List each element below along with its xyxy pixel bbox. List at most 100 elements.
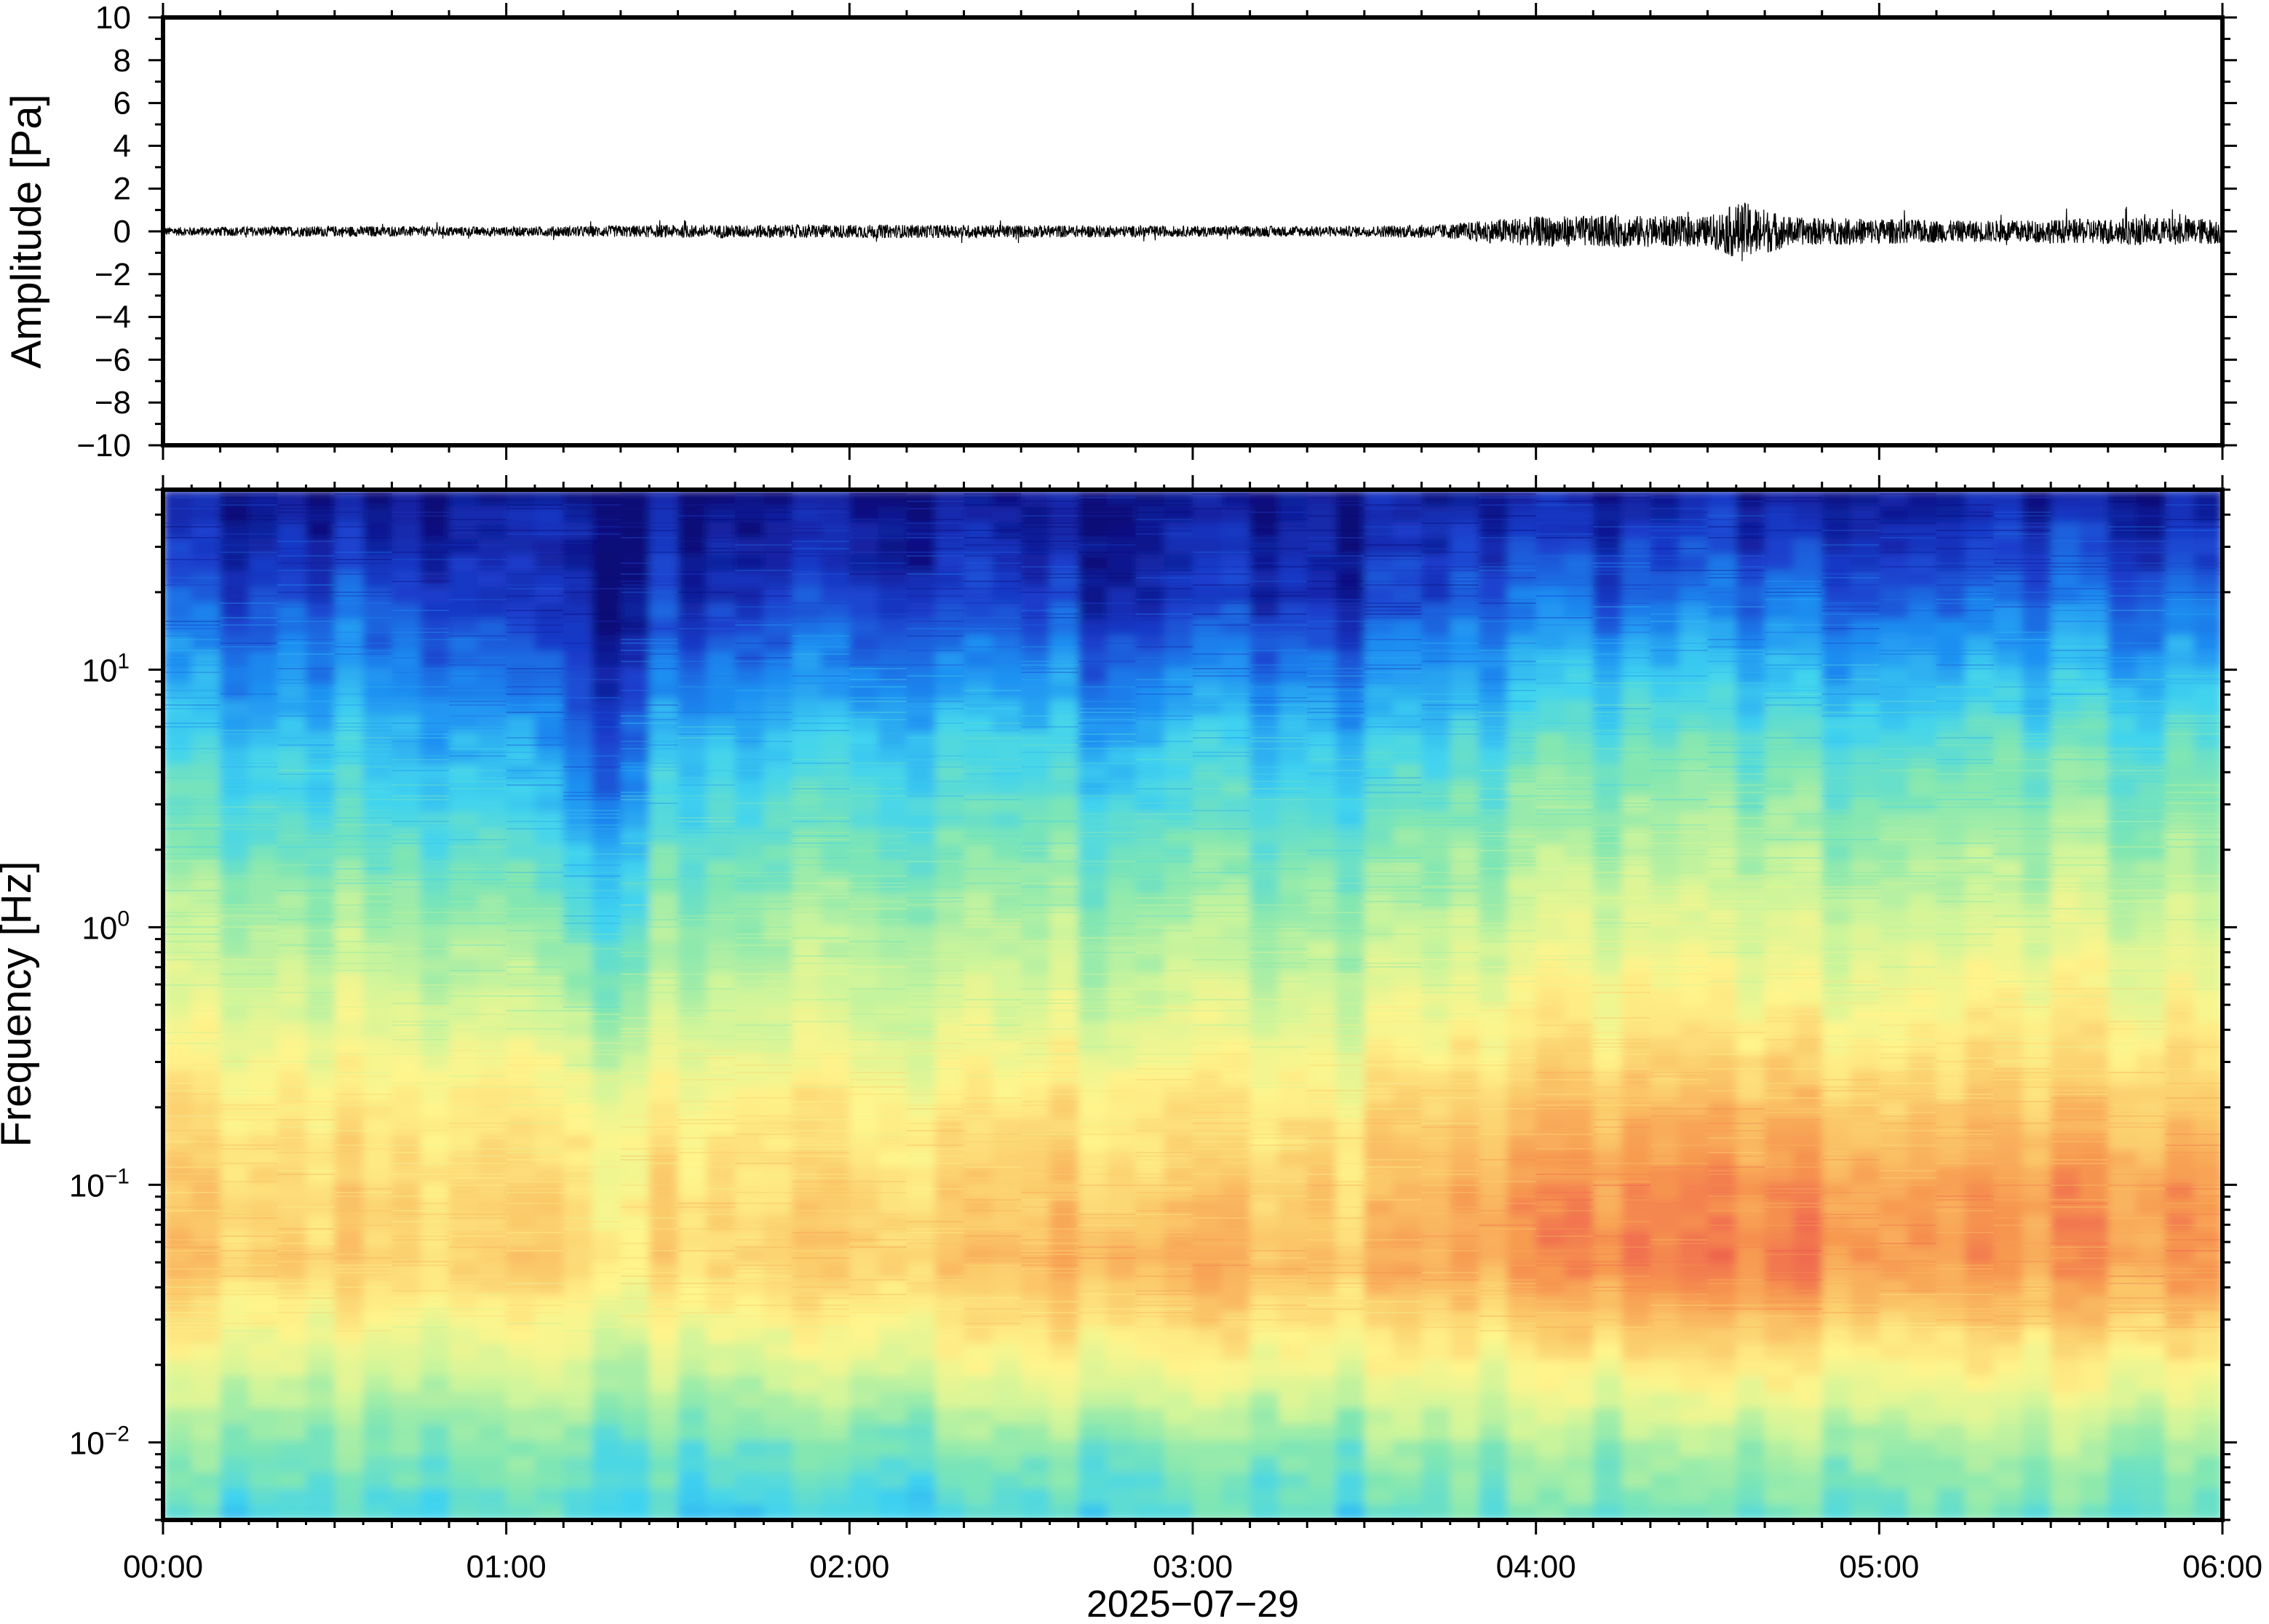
- spectrogram-cell: [878, 1326, 907, 1344]
- spectrogram-cell: [363, 1439, 393, 1457]
- spectrogram-cell: [1765, 779, 1795, 797]
- spectrogram-cell: [1936, 1246, 1966, 1263]
- spectrogram-cell: [449, 1326, 479, 1344]
- spectrogram-cell: [1879, 1342, 1909, 1360]
- spectrogram-cell: [1078, 747, 1108, 765]
- spectrogram-streak: [1993, 497, 2051, 498]
- spectrogram-cell: [735, 506, 765, 523]
- spectrogram-streak: [1650, 530, 1708, 531]
- spectrogram-cell: [2107, 1150, 2138, 1167]
- spectrogram-cell: [1535, 1278, 1565, 1296]
- spectrogram-cell: [1507, 972, 1537, 990]
- spectrogram-cell: [1364, 1310, 1394, 1328]
- spectrogram-cell: [1765, 1310, 1795, 1328]
- spectrogram-streak: [1249, 530, 1308, 531]
- spectrogram-cell: [1364, 1391, 1394, 1409]
- spectrogram-cell: [1135, 1053, 1165, 1070]
- spectrogram-cell: [763, 1150, 793, 1167]
- spectrogram-cell: [420, 1439, 450, 1457]
- spectrogram-cell: [1307, 747, 1337, 765]
- spectrogram-cell: [191, 1310, 221, 1328]
- waveform-y-tick-label: 0: [114, 214, 131, 250]
- spectrogram-cell: [1335, 1294, 1365, 1312]
- spectrogram-cell: [1650, 908, 1680, 926]
- spectrogram-cell: [935, 763, 965, 781]
- spectrogram-streak: [220, 515, 278, 517]
- spectrogram-cell: [1135, 859, 1165, 877]
- spectrogram-cell: [735, 972, 765, 990]
- spectrogram-cell: [1907, 586, 1937, 603]
- spectrogram-streak: [1021, 544, 1078, 546]
- spectrogram-cell: [1107, 1310, 1137, 1328]
- spectrogram-cell: [163, 586, 193, 603]
- spectrogram-streak: [1479, 519, 1536, 520]
- spectrogram-cell: [992, 1037, 1022, 1054]
- spectrogram-cell: [906, 618, 937, 636]
- spectrogram-cell: [163, 538, 193, 555]
- spectrogram-cell: [1249, 650, 1279, 668]
- spectrogram-cell: [277, 1326, 307, 1344]
- spectrogram-cell: [1393, 634, 1423, 652]
- spectrogram-cell: [1393, 972, 1423, 990]
- spectrogram-cell: [1507, 1069, 1537, 1086]
- spectrogram-cell: [706, 924, 736, 942]
- spectrogram-cell: [1707, 1407, 1737, 1425]
- spectrogram-cell: [449, 1310, 479, 1328]
- spectrogram-cell: [1049, 843, 1079, 861]
- spectrogram-streak: [1650, 512, 1708, 513]
- spectrogram-cell: [1421, 1069, 1451, 1086]
- spectrogram-streak: [1650, 526, 1708, 528]
- spectrogram-cell: [1765, 1407, 1795, 1425]
- spectrogram-cell: [449, 811, 479, 829]
- spectrogram-cell: [1249, 1391, 1279, 1409]
- spectrogram-cell: [449, 490, 479, 507]
- spectrogram-streak: [1364, 526, 1422, 528]
- spectrogram-cell: [449, 715, 479, 732]
- spectrogram-cell: [163, 940, 193, 958]
- spectrogram-cell: [906, 570, 937, 587]
- spectrogram-cell: [1021, 1326, 1051, 1344]
- spectrogram-cell: [420, 1037, 450, 1054]
- spectrogram-cell: [306, 956, 335, 974]
- spectrogram-cell: [1249, 1182, 1279, 1199]
- spectrogram-cell: [1736, 1085, 1766, 1102]
- spectrogram-cell: [992, 1439, 1022, 1457]
- spectrogram-cell: [649, 650, 679, 668]
- spectrogram-cell: [963, 1069, 993, 1086]
- spectrogram-cell: [563, 522, 593, 539]
- spectrogram-cell: [706, 1214, 736, 1231]
- spectrogram-cell: [1164, 570, 1193, 587]
- spectrogram-cell: [649, 843, 679, 861]
- spectrogram-cell: [763, 634, 793, 652]
- spectrogram-cell: [1507, 1198, 1537, 1215]
- spectrogram-cell: [1936, 908, 1966, 926]
- spectrogram-cell: [963, 1391, 993, 1409]
- spectrogram-cell: [1593, 1391, 1623, 1409]
- spectrogram-cell: [449, 1101, 479, 1118]
- spectrogram-cell: [792, 859, 822, 877]
- spectrogram-cell: [563, 1246, 593, 1263]
- spectrogram-cell: [1364, 490, 1394, 507]
- spectrogram-cell: [735, 1053, 765, 1070]
- spectrogram-cell: [1307, 1117, 1337, 1134]
- spectrogram-cell: [163, 1198, 193, 1215]
- spectrogram-cell: [1021, 811, 1051, 829]
- spectrogram-cell: [334, 859, 365, 877]
- spectrogram-cell: [1364, 1407, 1394, 1425]
- spectrogram-cell: [1679, 1278, 1709, 1296]
- spectrogram-cell: [1164, 795, 1193, 813]
- spectrogram-cell: [334, 1294, 365, 1312]
- spectrogram-cell: [1307, 1439, 1337, 1457]
- spectrogram-cell: [1135, 1021, 1165, 1038]
- spectrogram-streak: [735, 533, 792, 535]
- spectrogram-cell: [878, 1423, 907, 1441]
- spectrogram-cell: [592, 538, 621, 555]
- spectrogram-cell: [1793, 1214, 1823, 1231]
- spectrogram-cell: [1278, 538, 1308, 555]
- spectrogram-cell: [1135, 522, 1165, 539]
- spectrogram-cell: [2165, 650, 2195, 668]
- spectrogram-streak: [2165, 493, 2222, 495]
- spectrogram-cell: [1421, 1053, 1451, 1070]
- spectrogram-cell: [2165, 779, 2195, 797]
- spectrogram-cell: [763, 940, 793, 958]
